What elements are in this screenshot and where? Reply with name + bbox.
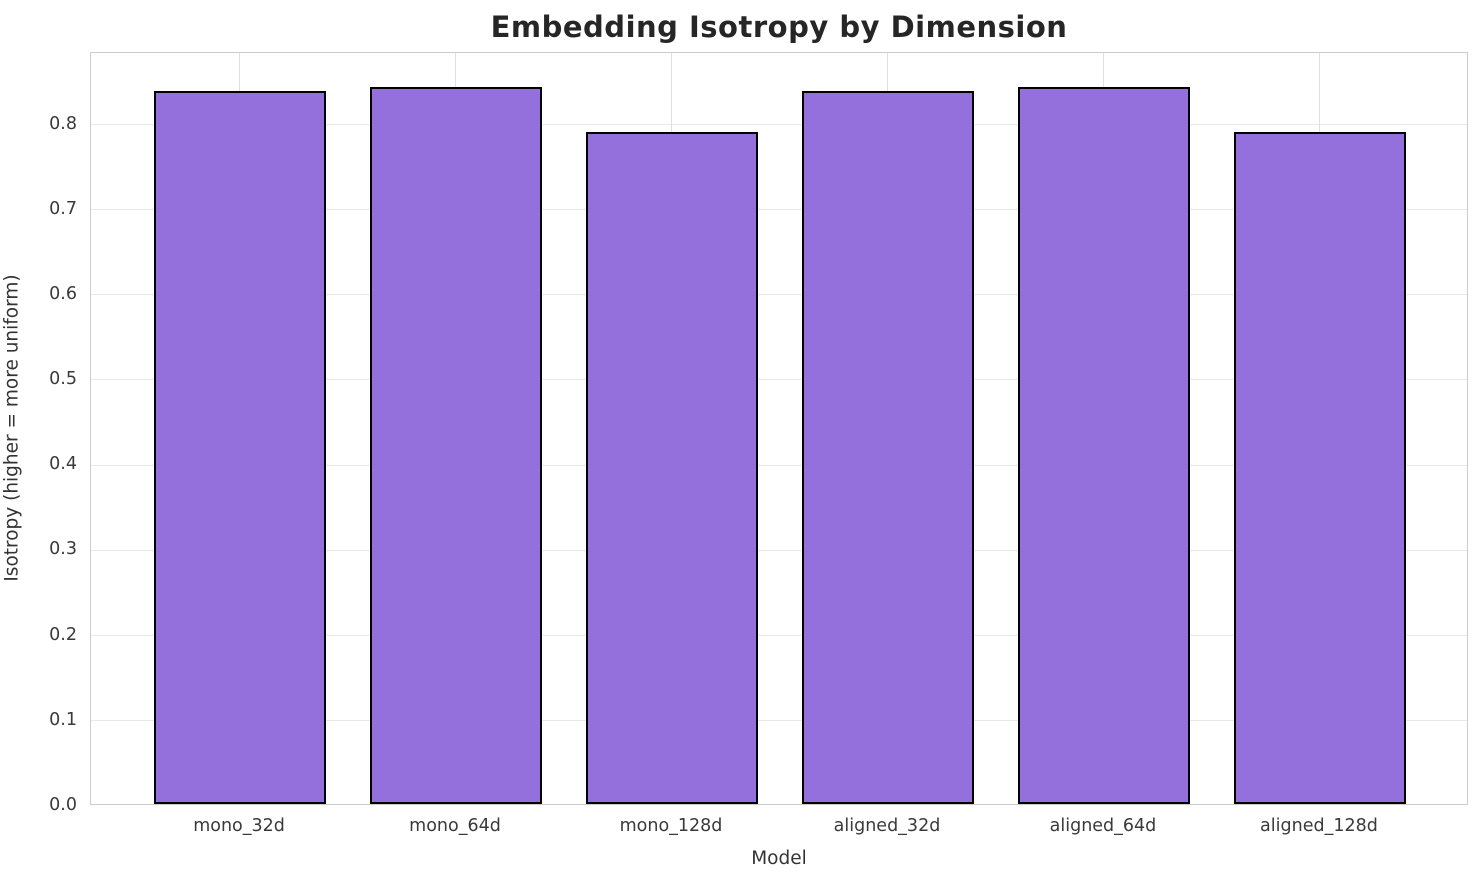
y-tick-label: 0.2 — [49, 624, 77, 645]
gridline-horizontal — [91, 464, 1467, 466]
y-tick-label: 0.0 — [49, 795, 77, 815]
gridline-horizontal — [91, 549, 1467, 551]
gridline-horizontal — [91, 720, 1467, 722]
gridline-horizontal — [91, 634, 1467, 636]
x-axis-label: Model — [751, 848, 807, 869]
gridline-horizontal — [91, 294, 1467, 296]
x-tick-label: mono_64d — [409, 816, 501, 836]
bar-mono_128d — [585, 131, 759, 804]
y-tick-label: 0.6 — [49, 283, 77, 304]
y-tick-label: 0.7 — [49, 198, 77, 219]
gridline-horizontal — [91, 379, 1467, 381]
bar-aligned_128d — [1233, 131, 1407, 804]
chart-title: Embedding Isotropy by Dimension — [490, 10, 1068, 44]
gridline-horizontal — [91, 208, 1467, 210]
x-tick-label: mono_32d — [193, 816, 285, 836]
y-tick-label: 0.8 — [49, 113, 77, 134]
x-tick-label: aligned_32d — [833, 816, 941, 836]
gridline-horizontal — [91, 123, 1467, 125]
bar-aligned_64d — [1017, 86, 1191, 804]
x-tick-label: aligned_64d — [1049, 816, 1157, 836]
plot-area — [90, 52, 1468, 805]
y-tick-label: 0.4 — [49, 454, 77, 475]
x-tick-label: mono_128d — [619, 816, 723, 836]
y-tick-label: 0.3 — [49, 539, 77, 560]
x-tick-label: aligned_128d — [1260, 816, 1378, 836]
y-tick-label: 0.1 — [49, 709, 77, 730]
bar-aligned_32d — [801, 91, 975, 804]
y-tick-label: 0.5 — [49, 369, 77, 390]
y-axis-label: Isotropy (higher = more uniform) — [1, 274, 23, 582]
bar-mono_32d — [153, 91, 327, 804]
bar-mono_64d — [369, 86, 543, 804]
